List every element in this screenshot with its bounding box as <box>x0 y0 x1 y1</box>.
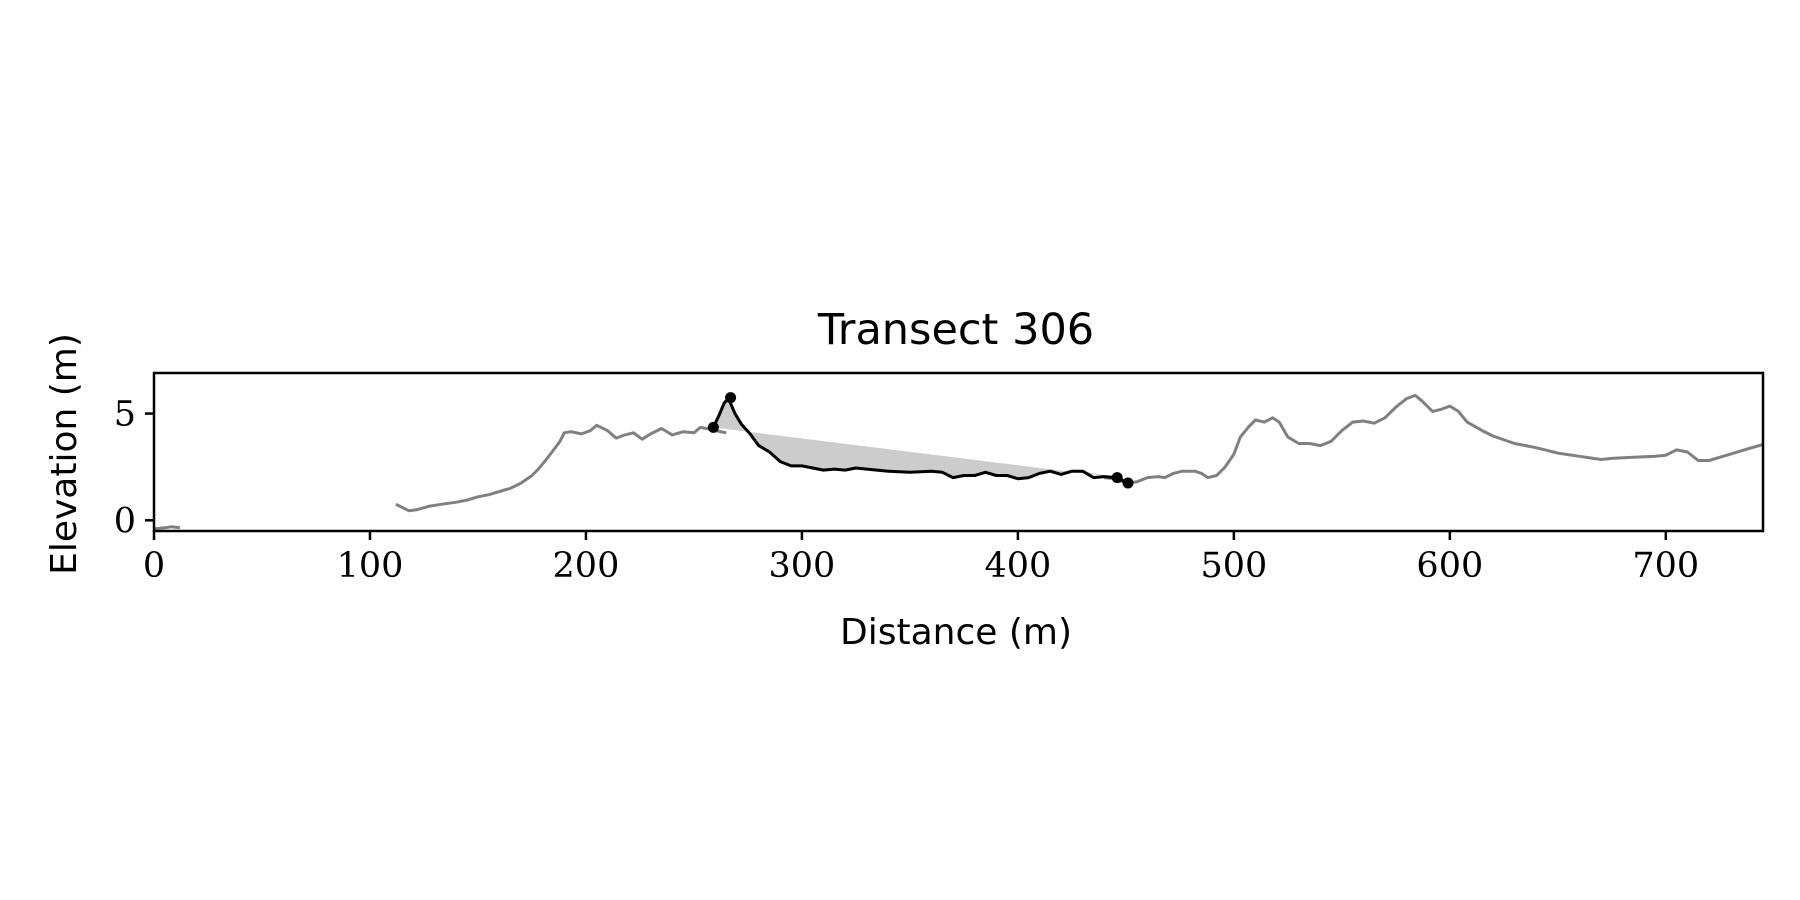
highlight-marker-0 <box>707 421 719 433</box>
highlight-marker-3 <box>1122 477 1134 489</box>
y-tick-label-0: 0 <box>114 501 136 541</box>
x-tick-label-600: 600 <box>1416 546 1483 586</box>
plot-frame <box>152 371 1765 533</box>
x-tick-label-400: 400 <box>984 546 1051 586</box>
x-tick-label-0: 0 <box>143 546 165 586</box>
x-tick-label-100: 100 <box>337 546 404 586</box>
chart-title: Transect 306 <box>817 305 1094 355</box>
bank-fill-area <box>713 398 1118 479</box>
x-tick-label-700: 700 <box>1632 546 1699 586</box>
x-tick-label-500: 500 <box>1200 546 1267 586</box>
y-tick-label-5: 5 <box>114 395 136 435</box>
profile-line-segment-0 <box>153 525 181 531</box>
x-tick-label-300: 300 <box>769 546 836 586</box>
x-tick-label-200: 200 <box>553 546 620 586</box>
y-axis-label: Elevation (m) <box>44 333 85 575</box>
highlight-marker-2 <box>1111 472 1123 484</box>
highlight-marker-1 <box>725 392 737 404</box>
profile-line-segment-2 <box>1104 393 1764 485</box>
profile-line-segment-1 <box>395 423 727 513</box>
x-axis-label: Distance (m) <box>840 612 1072 653</box>
highlight-line <box>712 397 1129 485</box>
